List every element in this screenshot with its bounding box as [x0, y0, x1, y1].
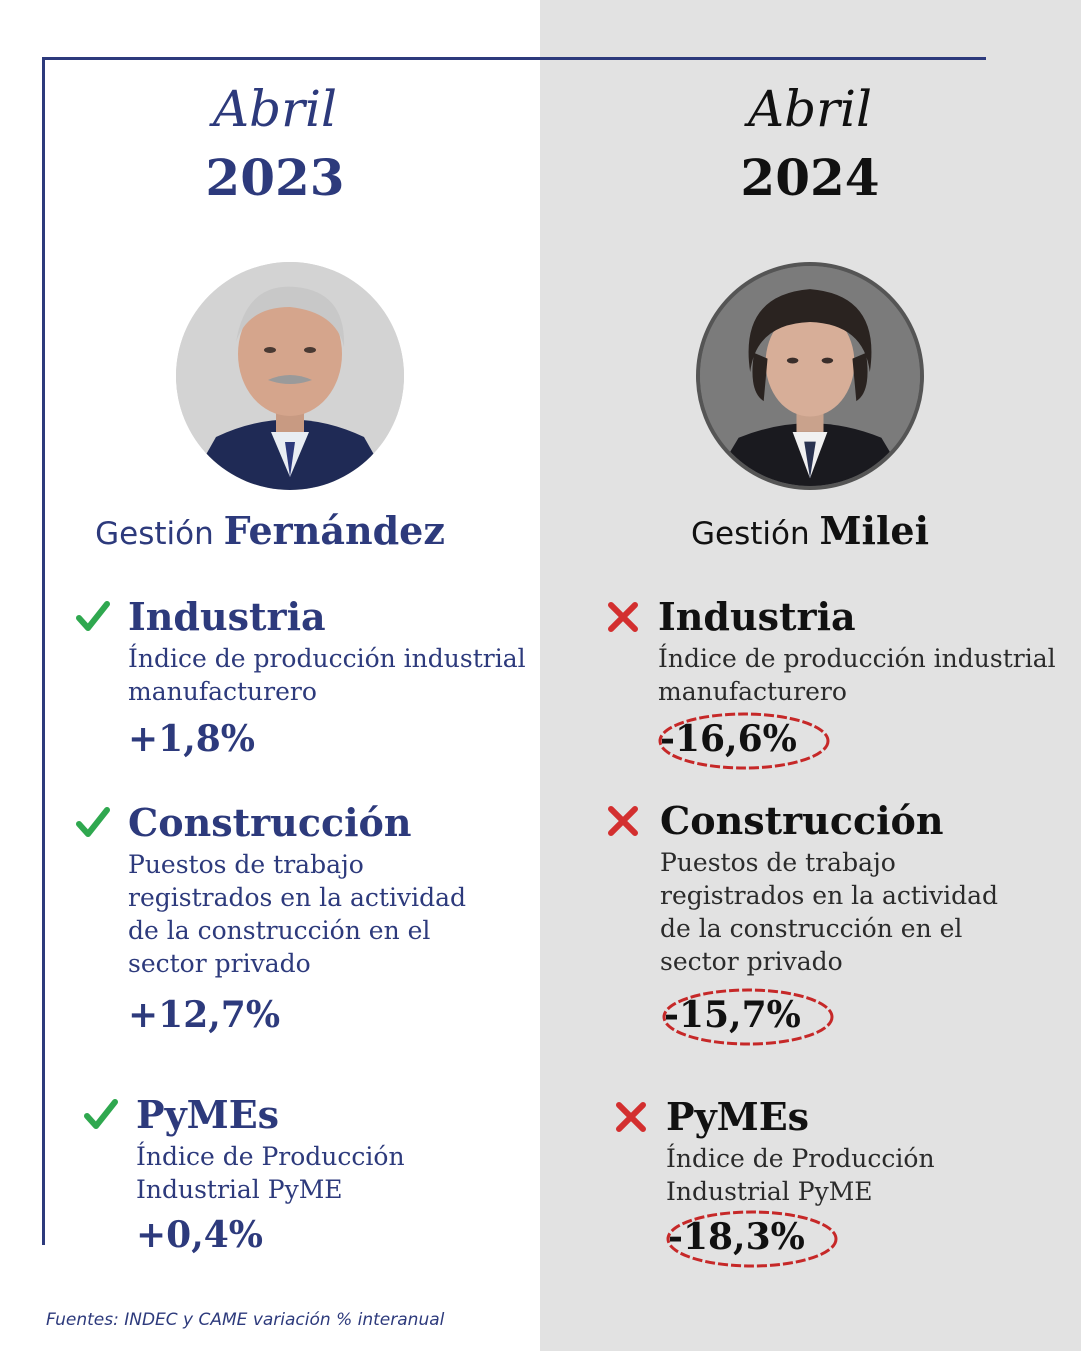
politician-portrait-icon — [696, 262, 924, 490]
desc-line: de la construcción en el — [128, 916, 431, 945]
check-icon — [84, 1099, 118, 1129]
red-circle-mark — [658, 712, 830, 770]
left-year: 2023 — [205, 148, 345, 207]
item-description: Índice de producción industrial manufact… — [658, 642, 1056, 708]
right-year: 2024 — [740, 148, 880, 207]
desc-line: registrados en la actividad — [660, 881, 998, 910]
desc-line: sector privado — [660, 947, 843, 976]
right-gestion: Gestión Milei — [540, 508, 1080, 553]
frame-left-line — [42, 57, 45, 1245]
item-value: +1,8% — [128, 718, 256, 760]
desc-line: Índice de Producción — [666, 1144, 935, 1173]
cross-icon — [608, 806, 638, 836]
item-value: -16,6% — [660, 718, 797, 760]
item-title: PyMEs — [136, 1092, 280, 1137]
desc-line: Índice de Producción — [136, 1142, 405, 1171]
right-column: Abril 2024 Gestión Milei Industria Índic… — [540, 0, 1080, 1351]
politician-portrait-icon — [176, 262, 404, 490]
item-value: +0,4% — [136, 1214, 264, 1256]
desc-line: de la construcción en el — [660, 914, 963, 943]
desc-line: manufacturero — [128, 677, 317, 706]
item-title: PyMEs — [666, 1094, 810, 1139]
desc-line: Índice de producción industrial — [658, 644, 1056, 673]
left-gestion: Gestión Fernández — [0, 508, 540, 553]
desc-line: Puestos de trabajo — [128, 850, 364, 879]
item-description: Puestos de trabajo registrados en la act… — [128, 848, 466, 980]
desc-line: registrados en la actividad — [128, 883, 466, 912]
item-value-circled: -15,7% — [660, 984, 840, 1050]
check-icon — [76, 601, 110, 631]
item-value: +12,7% — [128, 994, 281, 1036]
item-title: Construcción — [128, 800, 412, 845]
sources-note: Fuentes: INDEC y CAME variación % intera… — [46, 1310, 445, 1330]
check-icon — [76, 807, 110, 837]
desc-line: Industrial PyME — [666, 1177, 873, 1206]
right-gestion-name: Milei — [819, 508, 930, 553]
desc-line: Industrial PyME — [136, 1175, 343, 1204]
frame-top-line — [42, 57, 986, 60]
left-gestion-name: Fernández — [223, 508, 445, 553]
cross-icon — [616, 1102, 646, 1132]
item-description: Índice de Producción Industrial PyME — [666, 1142, 935, 1208]
left-month: Abril — [213, 80, 337, 138]
left-column: Abril 2023 Gestión Fernández Industria Í… — [0, 0, 540, 1351]
item-description: Índice de Producción Industrial PyME — [136, 1140, 405, 1206]
item-value: -18,3% — [668, 1216, 805, 1258]
right-column-background — [540, 0, 1081, 1351]
right-gestion-prefix: Gestión — [690, 516, 810, 552]
cross-icon — [608, 602, 638, 632]
red-circle-mark — [666, 1210, 838, 1268]
item-title: Construcción — [660, 798, 944, 843]
item-title: Industria — [658, 594, 856, 639]
desc-line: sector privado — [128, 949, 311, 978]
item-description: Índice de producción industrial manufact… — [128, 642, 526, 708]
left-gestion-prefix: Gestión — [95, 516, 214, 552]
desc-line: manufacturero — [658, 677, 847, 706]
desc-line: Puestos de trabajo — [660, 848, 896, 877]
item-title: Industria — [128, 594, 326, 639]
red-circle-mark — [662, 988, 834, 1046]
item-value: -15,7% — [664, 994, 801, 1036]
right-month: Abril — [748, 80, 872, 138]
item-value-circled: -18,3% — [664, 1206, 844, 1272]
item-description: Puestos de trabajo registrados en la act… — [660, 846, 998, 978]
item-value-circled: -16,6% — [656, 708, 836, 774]
desc-line: Índice de producción industrial — [128, 644, 526, 673]
